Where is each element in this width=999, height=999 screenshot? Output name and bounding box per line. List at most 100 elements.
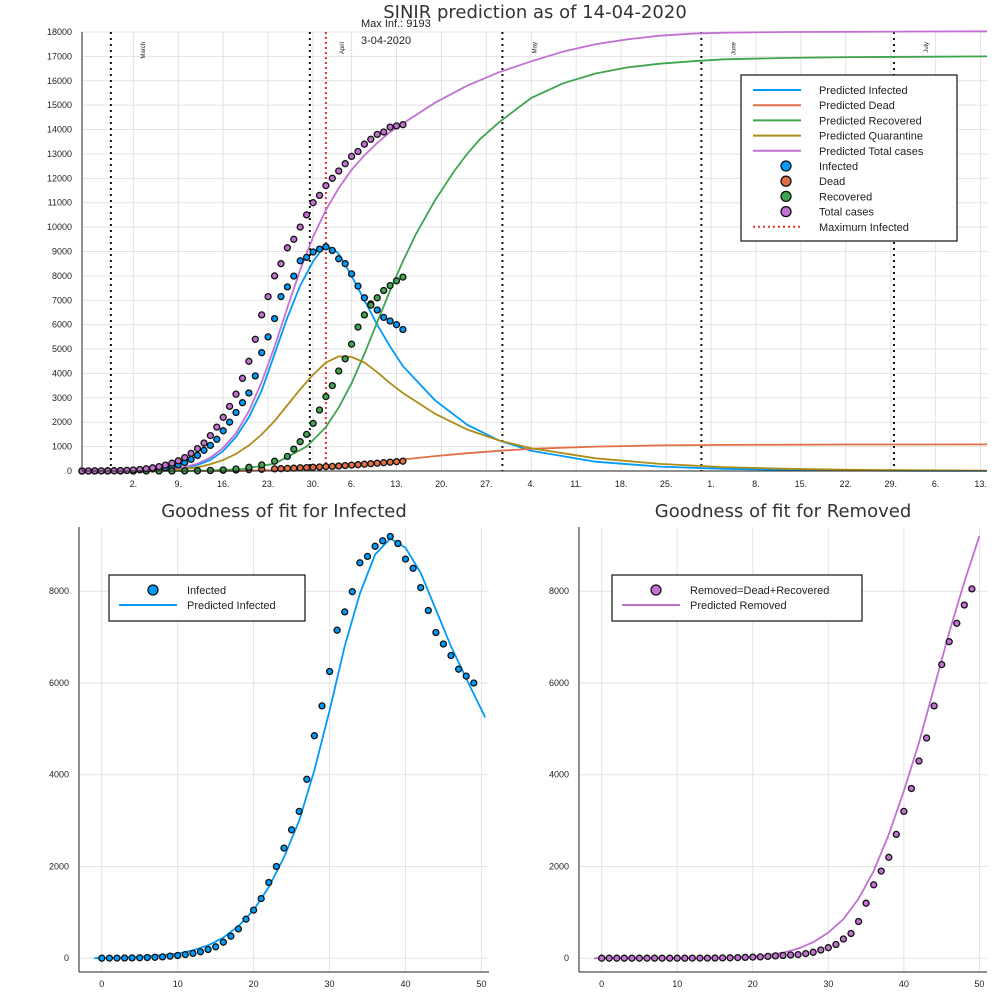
data-point-infected: [270, 314, 279, 323]
data-point-removed-dead-recovered: [862, 899, 870, 907]
y-tick-label: 0: [64, 953, 69, 963]
month-label: March: [141, 42, 147, 59]
x-tick-label: 25.: [660, 479, 673, 489]
data-point-infected: [181, 950, 189, 959]
data-point-infected: [347, 270, 356, 278]
removed-fit-chart: 0 2000 4000 6000 8000 0 10 20 30 40 50 Goodness of…: [549, 501, 987, 989]
data-point-total-cases: [302, 211, 311, 219]
data-point-infected: [335, 255, 343, 263]
data-point-removed-dead-recovered: [854, 917, 863, 926]
infected-fit-axes: 0 2000 4000 6000 8000 0 10 20 30 40 50: [49, 527, 489, 989]
data-point-infected: [245, 389, 253, 397]
data-point-total-cases: [335, 167, 343, 175]
data-point-recovered: [309, 419, 317, 428]
x-tick-label: 11.: [570, 479, 582, 489]
data-point-removed-dead-recovered: [922, 734, 931, 742]
data-point-infected: [187, 455, 195, 463]
y-tick-label: 1000: [52, 442, 72, 452]
data-point-total-cases: [386, 123, 394, 131]
x-tick-label: 40: [400, 979, 410, 989]
data-point-dead: [296, 464, 304, 472]
y-tick-label: 2000: [52, 417, 72, 427]
legend-marker-infected: [780, 160, 792, 172]
data-point-total-cases: [315, 191, 324, 200]
data-point-infected: [265, 878, 273, 887]
data-point-dead: [373, 459, 381, 467]
data-point-infected: [379, 537, 387, 545]
data-point-recovered: [245, 463, 253, 471]
x-tick-label: 22.: [840, 479, 853, 489]
data-point-infected: [206, 441, 215, 450]
data-point-removed-dead-recovered: [628, 954, 636, 962]
data-point-infected: [283, 283, 292, 291]
data-point-removed-dead-recovered: [824, 944, 832, 952]
data-point-total-cases: [258, 311, 266, 319]
data-point-removed-dead-recovered: [764, 952, 772, 961]
data-point-recovered: [380, 286, 388, 295]
month-label: June: [731, 41, 737, 55]
data-point-removed-dead-recovered: [734, 953, 742, 962]
y-tick-label: 6000: [52, 320, 72, 330]
data-point-total-cases: [123, 466, 131, 475]
legend-box: [740, 74, 958, 242]
data-point-infected: [249, 906, 258, 914]
legend-label: Predicted Quarantine: [819, 131, 923, 143]
data-point-removed-dead-recovered: [711, 954, 719, 962]
data-point-infected: [174, 951, 182, 960]
x-tick-label: 29.: [884, 479, 897, 489]
legend-label: Predicted Total cases: [819, 146, 924, 158]
max-infected-annotation-date: 3-04-2020: [361, 35, 411, 47]
x-tick-label: 10: [173, 979, 183, 989]
data-point-recovered: [270, 457, 279, 465]
removed-fit-legend: Removed=Dead+Recovered Predicted Removed: [611, 574, 863, 622]
legend-label: Predicted Recovered: [819, 115, 922, 127]
data-point-removed-dead-recovered: [794, 950, 802, 959]
data-point-removed-dead-recovered: [945, 638, 953, 646]
legend-marker-recovered: [780, 190, 792, 203]
removed-fit-axes: 0 2000 4000 6000 8000 0 10 20 30 40 50: [549, 527, 987, 989]
data-point-recovered: [399, 273, 407, 281]
data-point-removed-dead-recovered: [598, 954, 606, 962]
y-tick-label: 4000: [549, 770, 569, 780]
data-point-removed-dead-recovered: [885, 853, 893, 861]
data-point-dead: [309, 463, 317, 471]
data-point-recovered: [290, 445, 298, 453]
data-point-removed-dead-recovered: [673, 954, 681, 962]
y-tick-label: 18000: [47, 27, 72, 37]
y-tick-label: 11000: [48, 198, 72, 208]
x-tick-label: 6.: [348, 479, 356, 489]
data-point-infected: [360, 294, 369, 302]
data-point-removed-dead-recovered: [817, 946, 825, 954]
month-label: April: [340, 42, 346, 54]
data-point-total-cases: [232, 390, 240, 398]
data-point-recovered: [341, 355, 349, 363]
data-point-removed-dead-recovered: [726, 954, 734, 962]
data-point-total-cases: [193, 444, 202, 453]
data-point-infected: [158, 953, 167, 961]
x-tick-label: 2.: [130, 479, 138, 489]
data-point-recovered: [373, 294, 381, 302]
data-point-dead: [290, 464, 298, 472]
data-point-infected: [296, 257, 304, 265]
data-point-recovered: [392, 277, 401, 285]
data-point-removed-dead-recovered: [749, 953, 757, 961]
data-point-infected: [258, 349, 266, 357]
data-point-removed-dead-recovered: [635, 954, 644, 962]
data-point-infected: [232, 408, 240, 417]
data-point-infected: [196, 948, 205, 956]
x-tick-label: 30: [823, 979, 833, 989]
data-point-total-cases: [155, 462, 163, 471]
data-point-infected: [470, 679, 478, 687]
y-tick-label: 10000: [47, 222, 72, 232]
data-point-infected: [238, 399, 247, 407]
y-tick-label: 0: [67, 466, 72, 476]
infected-fit-title: Goodness of fit for Infected: [161, 501, 407, 522]
data-point-infected: [399, 325, 407, 334]
data-point-total-cases: [136, 465, 144, 474]
y-tick-label: 3000: [52, 393, 72, 403]
legend-label: Dead: [819, 176, 845, 188]
y-tick-label: 4000: [52, 368, 72, 378]
data-point-removed-dead-recovered: [613, 954, 621, 962]
data-point-removed-dead-recovered: [643, 954, 651, 962]
